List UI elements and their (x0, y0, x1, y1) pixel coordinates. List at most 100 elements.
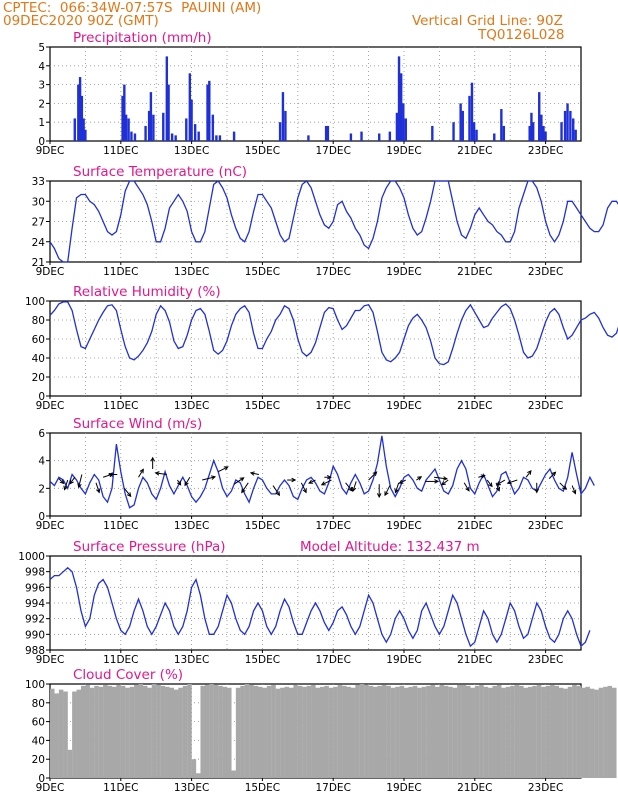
cloud-cover-bar (545, 685, 551, 778)
temperature-ytick-label: 24 (32, 237, 46, 249)
cloud-cover-bar (567, 686, 573, 778)
cloud-cover-bar (129, 686, 135, 778)
cloud-cover-bar (266, 685, 272, 778)
cloud-cover-bar (536, 684, 542, 778)
wind-vector (525, 470, 532, 478)
precipitation-ytick-label: 5 (38, 42, 45, 54)
cloud-cover-xtick-label: 21DEC (457, 782, 492, 794)
wind-arrowhead (326, 475, 332, 480)
wind-vector (434, 476, 447, 480)
cloud-cover-bar (594, 689, 599, 778)
cloud-cover-bar (492, 685, 498, 778)
wind-arrowhead (291, 477, 297, 483)
wind-vector (399, 479, 406, 484)
cloud-cover-bar (346, 686, 352, 778)
precipitation-bar (73, 118, 76, 141)
temperature-ytick-label: 27 (32, 217, 45, 229)
precipitation-bar (170, 133, 174, 141)
cloud-cover-ytick-label: 0 (38, 773, 45, 785)
precipitation-bar (326, 125, 330, 141)
humidity-ytick-label: 0 (38, 391, 45, 403)
wind-arrowhead (442, 476, 448, 481)
cloud-cover-bar (244, 684, 250, 778)
precipitation-bar (174, 135, 177, 141)
precipitation-bar (133, 133, 137, 141)
wind-xtick-label: 9DEC (36, 520, 65, 532)
precipitation-ytick-label: 0 (38, 136, 45, 148)
cloud-cover-ytick-label: 40 (32, 735, 45, 747)
wind-vector (486, 479, 493, 487)
humidity-xtick-label: 17DEC (315, 400, 350, 412)
cloud-cover-bar (368, 685, 374, 778)
precipitation-bar (397, 56, 401, 141)
precipitation-bar (124, 114, 128, 141)
wind-vector (78, 474, 83, 488)
precipitation-bar (162, 112, 165, 141)
precipitation-xtick-label: 13DEC (174, 145, 209, 157)
cloud-cover-bar (474, 685, 480, 778)
cloud-cover-bar (355, 684, 360, 778)
cloud-cover-bar (187, 684, 192, 778)
precipitation-title: Precipitation (mm/h) (73, 30, 212, 46)
wind-arrowhead (571, 489, 577, 495)
cloud-cover-bar (262, 687, 267, 778)
precipitation-bar (459, 103, 462, 141)
wind-vector (138, 469, 144, 478)
header-model-id: TQ0126L028 (478, 27, 565, 43)
pressure-xtick-label: 13DEC (174, 654, 209, 666)
header-grid-line: Vertical Grid Line: 90Z (412, 13, 563, 29)
temperature-title: Surface Temperature (nC) (73, 164, 247, 180)
precipitation-bar (278, 122, 282, 141)
wind-vector (202, 476, 216, 481)
cloud-cover-bar (483, 686, 489, 778)
cloud-cover-bar (603, 686, 608, 778)
cloud-cover-bar (408, 686, 413, 778)
temperature-xtick-label: 23DEC (528, 266, 563, 278)
cloud-cover-bar (311, 684, 316, 778)
wind-arrowhead (562, 485, 567, 490)
cloud-cover-xtick-label: 13DEC (174, 782, 209, 794)
cloud-cover-bar (156, 684, 161, 778)
precipitation-bar (190, 99, 193, 141)
wind-vector (250, 472, 259, 475)
wind-arrowhead (275, 491, 280, 497)
wind-arrowhead (372, 471, 378, 476)
cloud-cover-bar (452, 687, 458, 778)
wind-arrowhead (434, 479, 440, 484)
temperature-line (49, 180, 618, 263)
wind-xtick-label: 23DEC (528, 520, 563, 532)
cloud-cover-bar (328, 687, 334, 778)
humidity-xtick-label: 23DEC (528, 400, 563, 412)
wind-arrowhead (150, 456, 155, 462)
pressure-xtick-label: 15DEC (245, 654, 280, 666)
wind-vector (272, 485, 280, 496)
cloud-cover-bar (231, 770, 236, 778)
temperature-xtick-label: 19DEC (386, 266, 421, 278)
precipitation-bar (127, 118, 130, 141)
wind-vector (441, 479, 449, 486)
precipitation-bar (206, 84, 209, 141)
cloud-cover-bar (169, 687, 175, 778)
precipitation-bar (281, 92, 285, 141)
precipitation-xtick-label: 21DEC (457, 145, 492, 157)
pressure-ytick-label: 1000 (18, 551, 45, 563)
cloud-cover-bar (550, 684, 555, 778)
wind-arrowhead (534, 488, 540, 494)
precipitation-bar (324, 125, 328, 141)
cloud-cover-bar (527, 686, 533, 778)
precipitation-bar (197, 131, 200, 141)
cloud-cover-bar (421, 686, 427, 778)
precipitation-bar (121, 95, 124, 141)
wind-arrowhead (527, 470, 532, 475)
cloud-cover-xtick-label: 15DEC (245, 782, 280, 794)
precipitation-bar (395, 112, 399, 141)
wind-ytick-label: 0 (38, 511, 45, 523)
wind-ytick-label: 2 (38, 483, 45, 495)
precipitation-bar (349, 133, 353, 141)
wind-vector (496, 479, 506, 486)
precipitation-xtick-label: 17DEC (315, 145, 350, 157)
pressure-xtick-label: 9DEC (36, 654, 65, 666)
pressure-line (49, 566, 591, 648)
wind-xtick-label: 21DEC (457, 520, 492, 532)
cloud-cover-bar (297, 685, 303, 778)
